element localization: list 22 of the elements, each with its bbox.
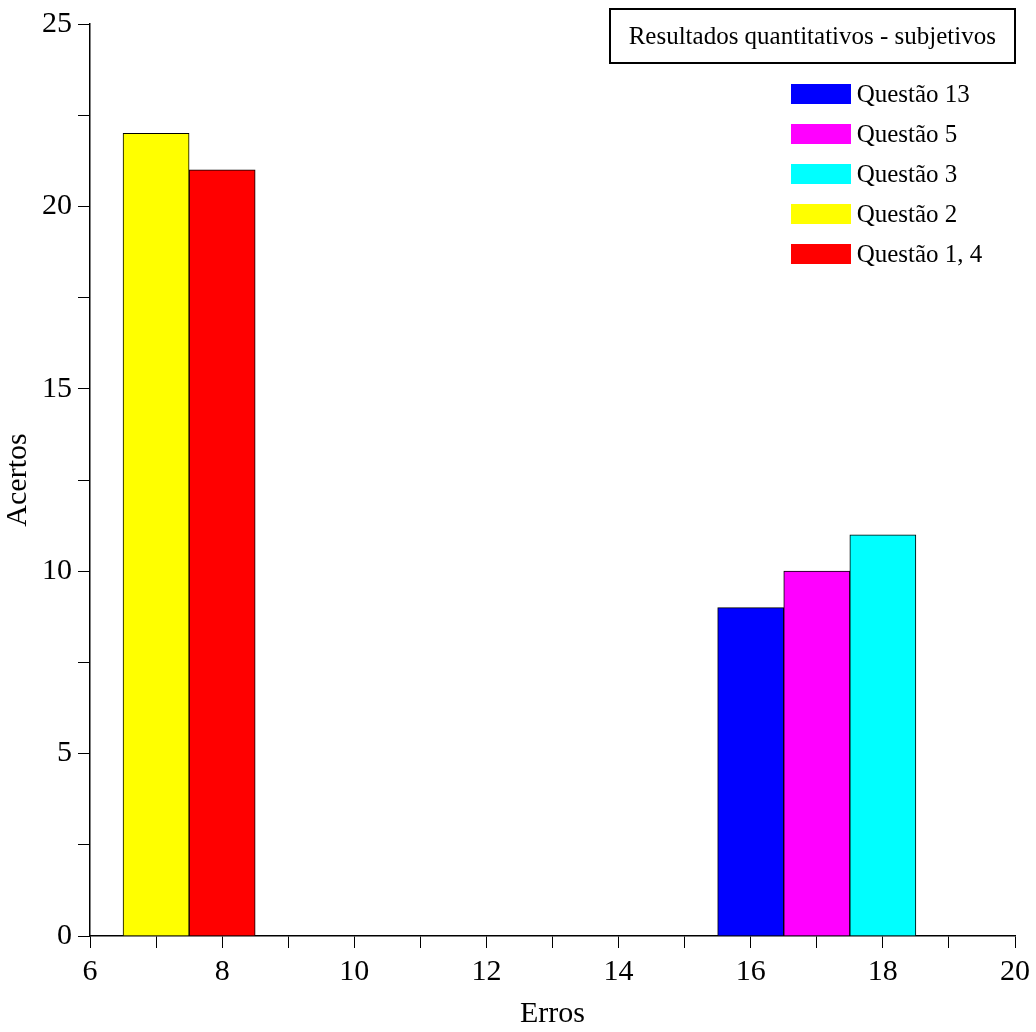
y-tick-label: 0 — [57, 916, 72, 950]
legend-title: Resultados quantitativos - subjetivos — [608, 8, 1016, 64]
x-tick-label: 10 — [339, 952, 370, 986]
legend-label: Questão 5 — [856, 120, 958, 148]
legend-label: Questão 3 — [856, 160, 958, 188]
x-axis-title: Erros — [520, 994, 585, 1028]
y-tick-label: 25 — [42, 4, 72, 38]
x-tick-label: 14 — [603, 952, 634, 986]
y-tick-label: 20 — [42, 187, 72, 221]
y-tick-label: 5 — [57, 734, 72, 768]
x-tick-label: 18 — [867, 952, 898, 986]
legend-label: Questão 2 — [856, 200, 958, 228]
legend-label: Questão 1, 4 — [856, 240, 983, 268]
y-axis-title: Acertos — [0, 433, 32, 527]
legend-label: Questão 13 — [856, 80, 970, 108]
x-tick-label: 16 — [735, 952, 766, 986]
x-tick-label: 20 — [1000, 952, 1030, 986]
y-tick-label: 15 — [42, 369, 72, 403]
x-tick-label: 12 — [471, 952, 502, 986]
x-tick-label: 8 — [214, 952, 230, 986]
x-tick-label: 6 — [82, 952, 98, 986]
y-tick-label: 10 — [42, 552, 72, 586]
